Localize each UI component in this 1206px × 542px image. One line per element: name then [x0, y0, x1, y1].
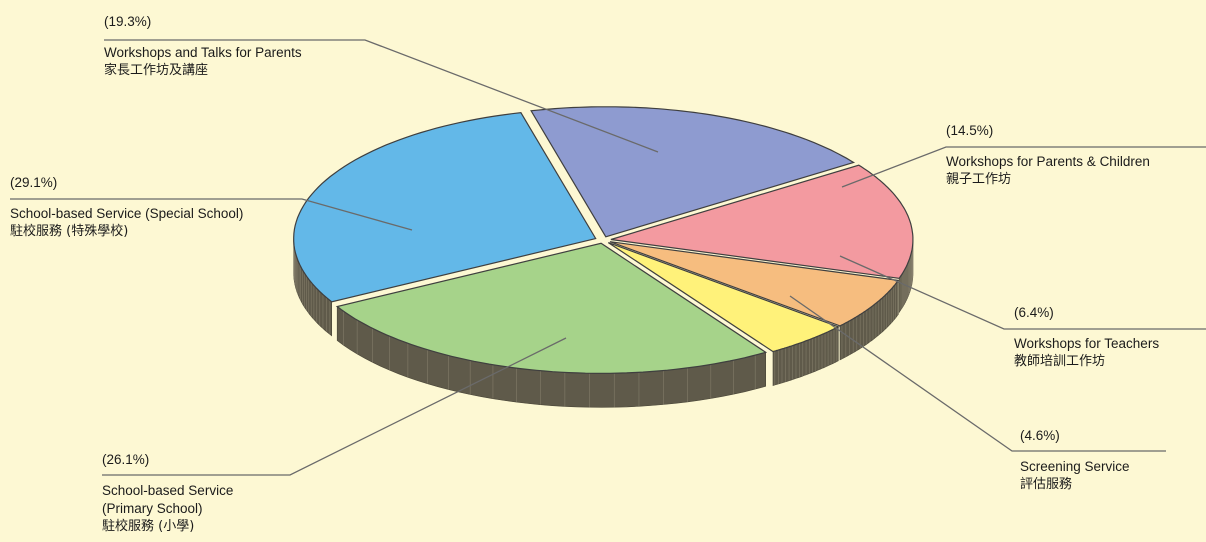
category-label-en: Workshops for Parents & Children	[946, 154, 1150, 169]
category-label-zh: 駐校服務 (特殊學校)	[10, 224, 129, 239]
leader-line-teachers	[839, 255, 1206, 330]
pie-slice-screening	[607, 242, 840, 353]
category-label-zh: 評估服務	[1020, 477, 1073, 492]
label-screening-service: (4.6%) Screening Service 評估服務	[1020, 427, 1130, 494]
percent-label: (6.4%)	[1014, 305, 1054, 320]
percent-label: (26.1%)	[102, 452, 150, 467]
label-workshops-teachers: (6.4%) Workshops for Teachers 教師培訓工作坊	[1014, 304, 1159, 371]
pie-slice-special	[293, 112, 597, 303]
pie-slice-parents_talks	[530, 106, 856, 238]
category-label-en: Screening Service	[1020, 459, 1130, 474]
leader-line-primary	[102, 337, 567, 476]
leader-line-special	[10, 198, 413, 231]
percent-label: (14.5%)	[946, 123, 994, 138]
percent-label: (19.3%)	[104, 14, 152, 29]
label-workshops-parents-children: (14.5%) Workshops for Parents & Children…	[946, 122, 1150, 189]
category-label-en: Workshops and Talks for Parents	[104, 45, 302, 60]
percent-label: (29.1%)	[10, 175, 58, 190]
category-label-zh: 教師培訓工作坊	[1014, 354, 1106, 369]
pie-slice-parents_children	[610, 164, 914, 279]
pie-slice-teachers	[609, 241, 900, 327]
category-label-en: Workshops for Teachers	[1014, 336, 1160, 351]
category-label-zh: 駐校服務 (小學)	[102, 519, 195, 534]
pie-slice-primary	[335, 242, 768, 374]
leader-line-parents_talks	[104, 39, 659, 153]
category-label-en: School-based Service (Primary School)	[102, 483, 234, 516]
label-school-based-primary: (26.1%) School-based Service (Primary Sc…	[102, 451, 233, 536]
category-label-zh: 家長工作坊及講座	[104, 63, 209, 78]
label-school-based-special: (29.1%) School-based Service (Special Sc…	[10, 174, 243, 241]
leader-line-screening	[789, 295, 1166, 452]
leader-line-parents_children	[841, 146, 1206, 188]
category-label-en: School-based Service (Special School)	[10, 206, 244, 221]
label-workshops-talks-parents: (19.3%) Workshops and Talks for Parents …	[104, 13, 302, 80]
category-label-zh: 親子工作坊	[946, 172, 1012, 187]
percent-label: (4.6%)	[1020, 428, 1060, 443]
